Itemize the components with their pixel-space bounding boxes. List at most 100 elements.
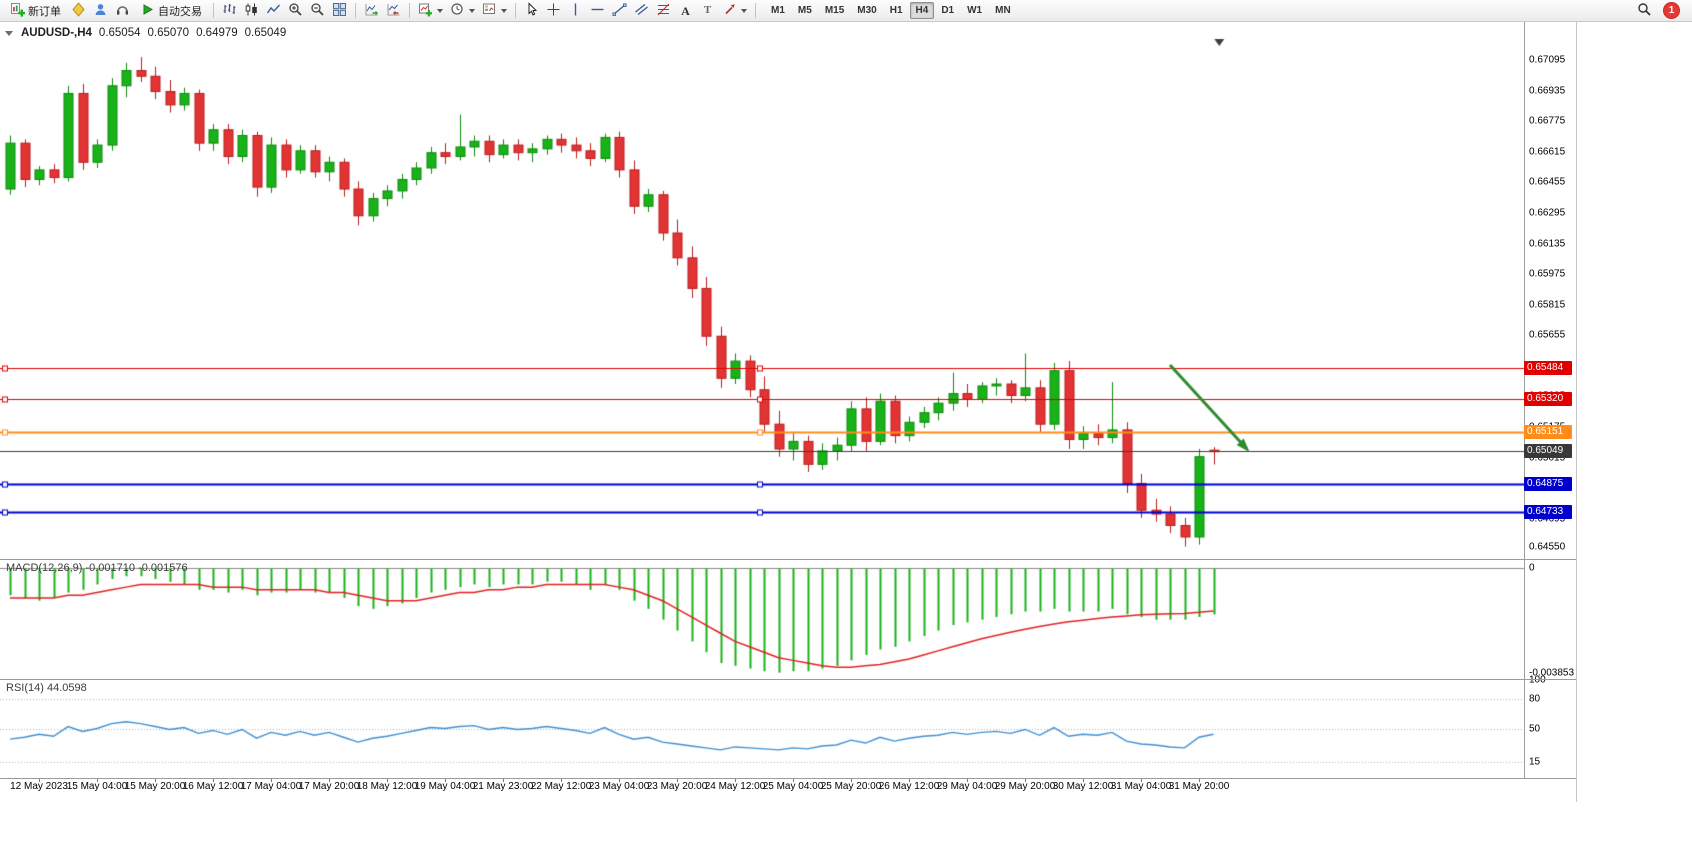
candlestick-chart-button[interactable]	[241, 1, 262, 20]
support-button[interactable]	[112, 1, 133, 20]
price-chart-canvas[interactable]	[0, 38, 1524, 558]
chart-shift-button[interactable]	[383, 1, 404, 20]
price-axis-tick: 0.66935	[1529, 85, 1566, 97]
time-axis-label: 16 May 12:00	[182, 781, 244, 792]
trendline-icon	[612, 2, 627, 20]
time-axis-label: 19 May 04:00	[414, 781, 476, 792]
label-icon: T	[703, 4, 712, 16]
panel-splitter-rsi[interactable]	[0, 679, 1576, 680]
time-axis-tickmark	[1025, 778, 1026, 782]
dropdown-caret	[501, 8, 507, 13]
time-axis-tickmark	[445, 778, 446, 782]
search-button[interactable]	[1634, 1, 1655, 20]
time-axis-label: 17 May 04:00	[240, 781, 302, 792]
timeframe-button-w1[interactable]: W1	[961, 2, 988, 19]
panel-splitter-macd[interactable]	[0, 559, 1576, 560]
time-axis-separator	[0, 778, 1576, 779]
periods-button[interactable]	[447, 1, 478, 20]
timeframe-button-d1[interactable]: D1	[935, 2, 960, 19]
toolbar-separator	[409, 3, 410, 18]
notification-badge[interactable]: 1	[1663, 2, 1680, 19]
new-order-button[interactable]: 新订单	[4, 1, 67, 20]
time-axis-tickmark	[967, 778, 968, 782]
time-axis-tickmark	[1141, 778, 1142, 782]
price-tag: 0.65049	[1524, 444, 1572, 459]
time-axis-tickmark	[677, 778, 678, 782]
open-value: 0.65054	[98, 27, 141, 39]
timeframe-button-h1[interactable]: H1	[884, 2, 909, 19]
dropdown-caret	[469, 8, 475, 13]
time-axis-label: 25 May 04:00	[762, 781, 824, 792]
channel-button[interactable]	[631, 1, 652, 20]
line-chart-button[interactable]	[263, 1, 284, 20]
price-tag: 0.65151	[1524, 424, 1572, 439]
headphones-icon	[115, 2, 130, 20]
zoom-in-button[interactable]	[285, 1, 306, 20]
price-axis-tick: 0.65815	[1529, 299, 1566, 311]
bar-chart-button[interactable]	[219, 1, 240, 20]
time-axis-label: 25 May 20:00	[820, 781, 882, 792]
indicators-button[interactable]	[415, 1, 446, 20]
close-value: 0.65049	[244, 27, 287, 39]
arrows-button[interactable]	[719, 1, 750, 20]
metaeditor-icon	[71, 1, 86, 20]
auto-scroll-icon	[364, 2, 379, 20]
one-click-trading-toggle[interactable]	[5, 30, 13, 36]
time-axis-label: 22 May 12:00	[530, 781, 592, 792]
toolbar-separator	[355, 3, 356, 18]
search-icon	[1637, 2, 1652, 20]
metaeditor-button[interactable]	[68, 1, 89, 20]
auto-scroll-button[interactable]	[361, 1, 382, 20]
zoom-out-icon	[310, 2, 325, 20]
main-toolbar: 新订单 自动交易	[0, 0, 1692, 22]
time-axis-label: 26 May 12:00	[878, 781, 940, 792]
cursor-button[interactable]	[521, 1, 542, 20]
community-button[interactable]	[90, 1, 111, 20]
time-axis-label: 31 May 20:00	[1168, 781, 1230, 792]
label-button[interactable]: T	[697, 1, 718, 20]
arrows-icon	[722, 2, 737, 20]
templates-button[interactable]	[479, 1, 510, 20]
tile-windows-button[interactable]	[329, 1, 350, 20]
timeframe-button-m15[interactable]: M15	[819, 2, 850, 19]
time-axis-tickmark	[503, 778, 504, 782]
vertical-line-button[interactable]	[565, 1, 586, 20]
timeframe-button-m1[interactable]: M1	[765, 2, 791, 19]
fibonacci-button[interactable]	[653, 1, 674, 20]
time-axis-label: 29 May 20:00	[994, 781, 1056, 792]
time-axis-tickmark	[387, 778, 388, 782]
trendline-button[interactable]	[609, 1, 630, 20]
time-axis-label: 30 May 12:00	[1052, 781, 1114, 792]
timeframe-button-mn[interactable]: MN	[989, 2, 1017, 19]
time-axis-label: 23 May 20:00	[646, 781, 708, 792]
price-axis-tick: 0.66135	[1529, 238, 1566, 249]
price-tag: 0.64875	[1524, 477, 1572, 492]
low-value: 0.64979	[196, 27, 238, 39]
crosshair-button[interactable]	[543, 1, 564, 20]
zoom-out-button[interactable]	[307, 1, 328, 20]
tile-windows-icon	[332, 2, 347, 20]
time-axis-tickmark	[735, 778, 736, 782]
price-axis-tick: 0.66775	[1529, 115, 1566, 127]
time-axis-tickmark	[271, 778, 272, 782]
chart-window: AUDUSD-,H4 0.65054 0.65070 0.64979 0.650…	[0, 22, 1577, 802]
timeframe-button-m30[interactable]: M30	[851, 2, 882, 19]
text-button[interactable]: A	[675, 1, 696, 20]
time-axis-label: 21 May 23:00	[472, 781, 534, 792]
macd-axis-tick: 0	[1529, 562, 1535, 574]
time-axis-tickmark	[155, 778, 156, 782]
price-axis-tick: 0.66295	[1529, 207, 1566, 219]
macd-chart-canvas[interactable]	[0, 560, 1524, 678]
autotrading-button[interactable]: 自动交易	[134, 1, 208, 20]
rsi-chart-canvas[interactable]	[0, 680, 1524, 777]
time-axis-tickmark	[39, 778, 40, 782]
time-axis-label: 31 May 04:00	[1110, 781, 1172, 792]
bar-chart-icon	[222, 2, 237, 20]
timeframe-button-m5[interactable]: M5	[792, 2, 818, 19]
autotrading-label: 自动交易	[158, 5, 202, 18]
horizontal-line-button[interactable]	[587, 1, 608, 20]
price-axis-tick: 0.64550	[1529, 541, 1566, 553]
rsi-axis-tick: 50	[1529, 723, 1541, 734]
timeframe-button-h4[interactable]: H4	[909, 2, 935, 19]
